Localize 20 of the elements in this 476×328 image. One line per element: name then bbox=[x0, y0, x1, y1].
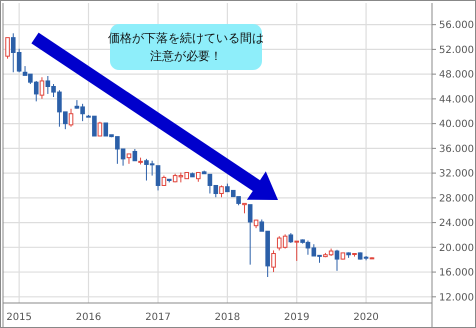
y-tick-label: 52.000 bbox=[439, 44, 474, 56]
x-tick-label: 2018 bbox=[214, 312, 240, 323]
x-tick-label: 2020 bbox=[353, 312, 379, 323]
x-tick-label: 2019 bbox=[284, 312, 310, 323]
y-tick-label: 28.000 bbox=[439, 193, 474, 204]
x-tick-label: 2017 bbox=[145, 312, 171, 323]
y-tick-label: 20.000 bbox=[439, 242, 474, 254]
y-tick-label: 16.000 bbox=[439, 268, 474, 279]
x-tick-label: 2015 bbox=[6, 312, 32, 323]
y-tick-label: 36.000 bbox=[439, 144, 474, 155]
y-tick-label: 48.000 bbox=[439, 70, 474, 81]
y-tick-label: 44.000 bbox=[439, 94, 474, 106]
y-tick-label: 56.000 bbox=[439, 20, 474, 32]
y-tick-label: 40.000 bbox=[439, 119, 474, 130]
annotation: 価格が下落を続けている間は注意が必要！ bbox=[110, 24, 262, 70]
y-tick-label: 32.000 bbox=[439, 168, 474, 180]
y-tick-label: 24.000 bbox=[439, 218, 474, 230]
annotation: 価格が下落を続けている間は注意が必要！ bbox=[107, 30, 265, 65]
x-tick-label: 2016 bbox=[76, 312, 102, 323]
y-tick-label: 12.000 bbox=[439, 292, 474, 304]
